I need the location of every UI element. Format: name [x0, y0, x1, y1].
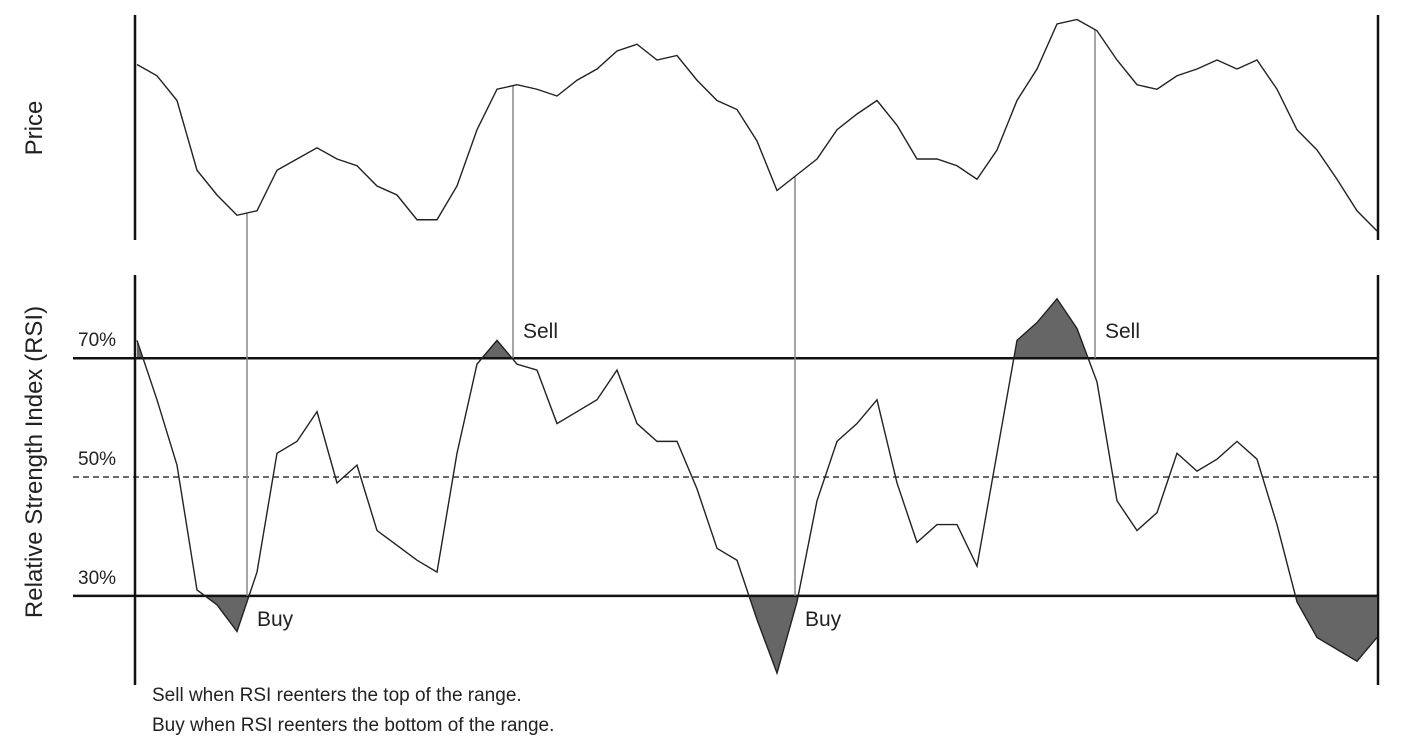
- y-tick-label: 50%: [78, 449, 116, 470]
- signal-label: Buy: [805, 608, 842, 631]
- signal-label: Sell: [1105, 320, 1140, 343]
- line: [136, 297, 1378, 676]
- rsi-axis-label: Relative Strength Index (RSI): [21, 306, 48, 618]
- oversold-area: [137, 595, 1377, 674]
- y-tick-label: 70%: [78, 330, 116, 351]
- y-tick-label: 30%: [78, 568, 116, 589]
- signal-label: Buy: [257, 608, 294, 631]
- note: Buy when RSI reenters the bottom of the …: [152, 715, 554, 736]
- signal-label: Sell: [523, 320, 558, 343]
- line: [136, 18, 1378, 232]
- note: Sell when RSI reenters the top of the ra…: [152, 685, 522, 706]
- price-axis-label: Price: [21, 101, 48, 156]
